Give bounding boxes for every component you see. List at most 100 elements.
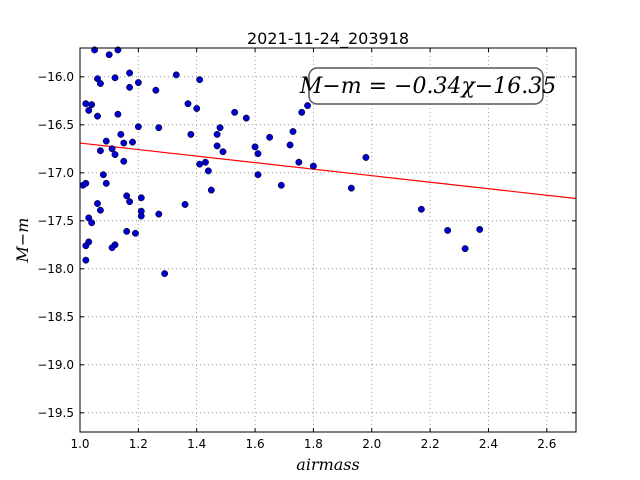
data-point: [242, 114, 250, 122]
data-point: [123, 192, 131, 200]
data-point: [277, 181, 285, 189]
x-tick-label: 2.4: [479, 437, 498, 451]
data-point: [184, 100, 192, 108]
data-point: [181, 201, 189, 208]
x-tick-label: 1.4: [187, 437, 206, 451]
data-point: [96, 147, 104, 155]
fit-equation-label: M−m = −0.34χ−16.35: [299, 74, 556, 99]
data-point: [108, 145, 116, 153]
x-tick-label: 1.6: [246, 437, 265, 451]
data-point: [193, 105, 201, 112]
data-point: [102, 137, 110, 145]
data-point: [461, 245, 469, 253]
y-tick-label: −19.0: [37, 358, 74, 372]
data-point: [213, 130, 221, 138]
fit-line-group: [79, 142, 577, 200]
x-tick-label: 1.0: [70, 437, 89, 451]
data-point: [99, 171, 107, 179]
data-point: [309, 162, 317, 170]
x-tick-label: 1.2: [129, 437, 148, 451]
data-point: [304, 102, 312, 110]
y-tick-label: −17.0: [37, 166, 74, 180]
data-point: [120, 157, 128, 165]
data-point: [134, 79, 142, 87]
data-point: [216, 124, 224, 132]
data-point: [96, 206, 104, 214]
data-point: [476, 225, 484, 233]
data-point: [172, 71, 180, 79]
plot-frame: [79, 47, 577, 433]
data-point: [111, 74, 119, 82]
data-point: [137, 212, 145, 220]
data-points: [79, 46, 484, 278]
data-point: [254, 171, 262, 179]
y-tick-label: −16.5: [37, 118, 74, 132]
data-point: [117, 130, 125, 138]
data-point: [129, 138, 136, 146]
data-point: [231, 108, 239, 116]
data-point: [362, 153, 370, 161]
grid: [79, 48, 576, 432]
y-tick-label: −18.5: [37, 310, 74, 324]
data-point: [286, 141, 294, 149]
x-tick-label: 2.0: [362, 437, 381, 451]
data-point: [131, 229, 139, 237]
data-point: [126, 83, 134, 91]
fit-line: [79, 142, 577, 200]
data-point: [94, 200, 101, 207]
data-point: [120, 139, 128, 147]
data-point: [85, 106, 93, 114]
data-point: [94, 75, 101, 83]
x-axis: 1.0 1.2 1.4 1.6 1.8 2.0 2.2 2.4 2.6: [70, 48, 556, 451]
data-point: [155, 124, 163, 132]
data-point: [266, 133, 274, 141]
data-point: [114, 110, 122, 118]
data-point: [289, 128, 297, 135]
fit-equation-border: [308, 67, 544, 105]
data-point: [105, 51, 113, 59]
x-tick-label: 2.2: [421, 437, 440, 451]
data-point: [137, 194, 145, 202]
data-point: [126, 198, 134, 206]
chart-title: 2021-11-24_203918: [247, 29, 409, 49]
data-point: [82, 256, 90, 264]
data-point: [82, 179, 90, 187]
data-point: [347, 184, 355, 192]
x-tick-label: 2.6: [537, 437, 556, 451]
data-point: [126, 69, 134, 77]
data-point: [82, 242, 90, 250]
y-tick-label: −19.5: [37, 406, 74, 420]
data-point: [295, 158, 303, 166]
data-point: [155, 210, 163, 218]
data-point: [417, 205, 425, 213]
data-point: [213, 142, 221, 150]
y-tick-label: −17.5: [37, 214, 74, 228]
x-axis-label: airmass: [296, 455, 359, 474]
data-point: [94, 112, 101, 120]
y-axis-label: M−m: [13, 218, 32, 264]
y-axis: −16.0 −16.5 −17.0 −17.5 −18.0 −18.5 −19.0 −19.5: [37, 70, 576, 420]
plot-area: [80, 48, 576, 432]
data-point: [102, 179, 110, 187]
data-point: [444, 226, 452, 234]
data-point: [88, 101, 96, 109]
data-point: [202, 158, 209, 166]
data-point: [251, 143, 259, 151]
data-point: [161, 270, 169, 278]
x-tick-label: 1.8: [304, 437, 323, 451]
data-point: [134, 123, 142, 131]
data-point: [82, 100, 90, 108]
data-point: [111, 151, 119, 159]
data-point: [207, 186, 215, 194]
data-point: [123, 227, 131, 235]
data-point: [298, 108, 306, 116]
data-point: [108, 244, 116, 252]
y-tick-label: −16.0: [37, 70, 74, 84]
y-tick-label: −18.0: [37, 262, 74, 276]
data-point: [254, 150, 262, 158]
fit-equation-box: M−m = −0.34χ−16.35: [299, 67, 556, 105]
data-point: [187, 130, 195, 138]
data-point: [219, 148, 227, 156]
data-point: [196, 76, 204, 84]
